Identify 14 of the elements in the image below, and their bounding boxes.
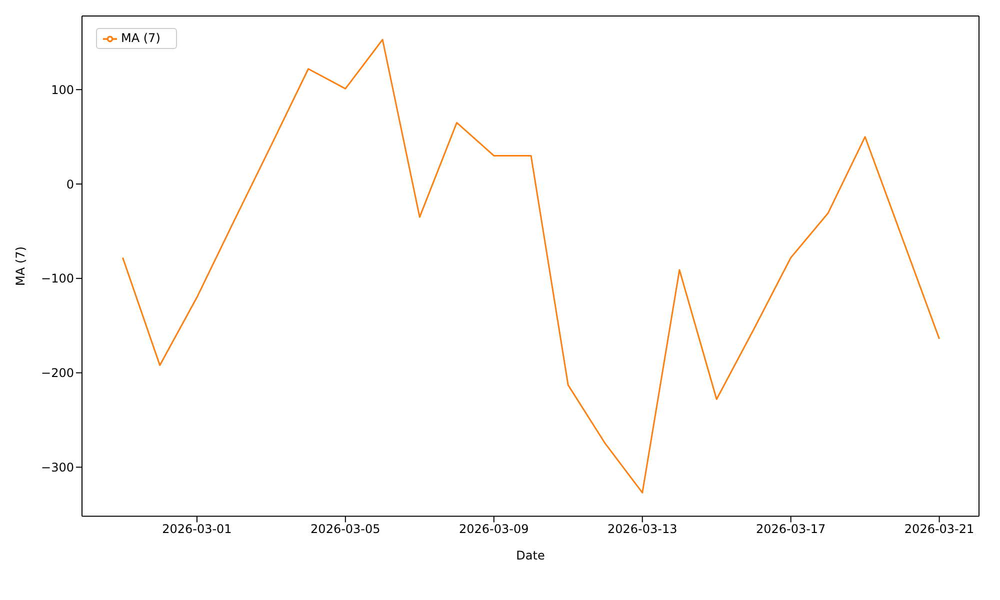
x-tick-label: 2026-03-13: [607, 522, 678, 536]
x-tick-label: 2026-03-01: [162, 522, 232, 536]
x-tick-label: 2026-03-09: [459, 522, 529, 536]
y-tick-label: −300: [41, 460, 74, 474]
y-tick-label: 100: [51, 82, 74, 97]
y-tick-label: −100: [41, 272, 74, 286]
legend-label: MA (7): [121, 31, 160, 45]
y-tick-label: −200: [41, 366, 74, 380]
y-axis-title: MA (7): [13, 246, 28, 286]
x-tick-label: 2026-03-21: [904, 522, 974, 536]
x-tick-label: 2026-03-05: [310, 522, 380, 536]
x-axis-title: Date: [516, 548, 545, 562]
x-tick-label: 2026-03-17: [756, 522, 826, 536]
y-tick-label: 0: [66, 177, 74, 192]
